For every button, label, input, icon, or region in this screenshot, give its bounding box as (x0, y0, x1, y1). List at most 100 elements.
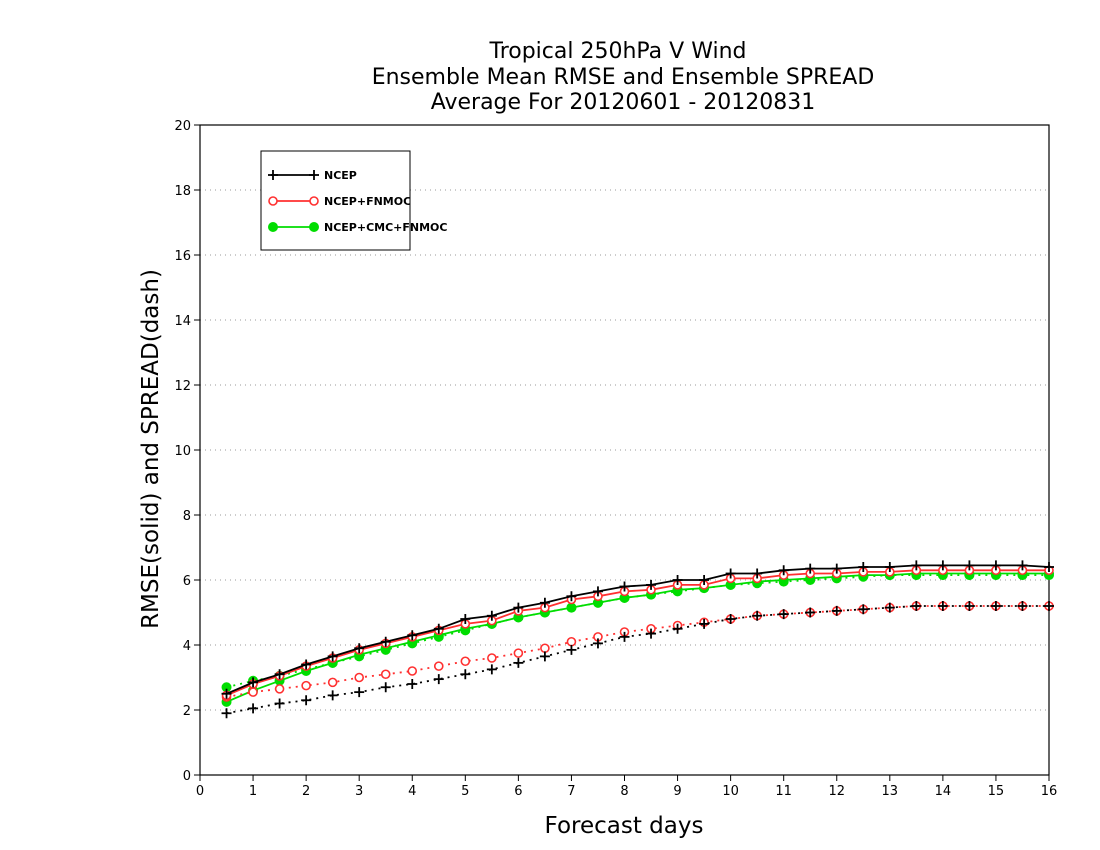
data-point-ncep-spread (805, 607, 816, 618)
x-tick-label: 5 (461, 784, 469, 799)
data-point-ncep-fnmoc-spread (433, 661, 444, 671)
x-axis-label: Forecast days (545, 813, 704, 839)
data-point-ncep-rmse (725, 568, 736, 579)
x-tick-label: 10 (722, 784, 739, 799)
data-point-ncep-rmse (354, 643, 365, 654)
x-tick-label: 16 (1041, 784, 1058, 799)
data-point-ncep-rmse (884, 562, 895, 572)
data-point-ncep-rmse (248, 677, 259, 688)
data-point-ncep-rmse (752, 568, 763, 579)
data-point-ncep-rmse (964, 560, 975, 571)
data-point-ncep-spread (778, 609, 789, 620)
series-ncep-cmc-fnmoc-spread (221, 570, 1054, 693)
data-point-ncep-rmse (990, 560, 1001, 571)
legend-label-ncep-fnmoc: NCEP+FNMOC (324, 195, 411, 208)
data-point-ncep-fnmoc-spread (301, 680, 311, 691)
data-point-ncep-spread (1017, 601, 1028, 611)
series-line-ncep-cmc-fnmoc-spread (226, 574, 1049, 689)
legend: NCEP NCEP+FNMOC NCEP+CMC+FNMOC (260, 150, 447, 251)
data-point-ncep-spread (592, 638, 603, 649)
data-point-ncep-spread (433, 674, 444, 685)
data-point-ncep-cmc-fnmoc-rmse (566, 602, 577, 613)
data-point-ncep-rmse (937, 560, 948, 571)
x-tick-label: 2 (302, 784, 310, 799)
y-tick-label: 0 (183, 769, 191, 784)
data-point-ncep-spread (619, 631, 630, 642)
data-point-ncep-spread (725, 614, 736, 624)
x-tick-label: 15 (988, 784, 1005, 799)
legend-items: NCEP NCEP+FNMOC NCEP+CMC+FNMOC (268, 169, 447, 234)
y-tick-label: 8 (183, 509, 191, 524)
legend-label-ncep-cmc-fnmoc: NCEP+CMC+FNMOC (324, 221, 447, 234)
legend-label-ncep: NCEP (324, 169, 357, 182)
data-point-ncep-spread (858, 604, 869, 615)
series-line-ncep-cmc-fnmoc-rmse (226, 572, 1049, 703)
data-point-ncep-rmse (1017, 560, 1028, 571)
data-point-ncep-rmse (380, 636, 391, 647)
data-point-ncep-spread (274, 698, 285, 709)
data-point-ncep-spread (513, 657, 524, 668)
data-point-ncep-spread (672, 623, 683, 634)
data-point-ncep-fnmoc-spread (407, 666, 418, 676)
data-point-ncep-rmse (805, 563, 816, 574)
data-point-ncep-rmse (911, 560, 922, 571)
legend-marker-ncep-cmc-fnmoc (268, 222, 278, 232)
chart-title-line-3: Average For 20120601 - 20120831 (431, 90, 816, 115)
series-ncep-cmc-fnmoc-rmse (221, 568, 1054, 707)
x-tick-label: 6 (514, 784, 522, 799)
data-point-ncep-rmse (221, 688, 232, 699)
data-point-ncep-spread (646, 628, 657, 639)
data-point-ncep-fnmoc-spread (460, 656, 471, 667)
y-tick-label: 4 (183, 639, 191, 654)
x-tick-label: 7 (567, 784, 575, 799)
x-axis-ticks: 0 1 2 3 4 5 6 7 8 9 10 11 12 13 14 15 16 (196, 775, 1057, 799)
data-point-ncep-spread (327, 690, 338, 701)
data-point-ncep-rmse (778, 565, 789, 576)
data-point-ncep-spread (460, 669, 471, 680)
data-point-ncep-rmse (460, 614, 471, 624)
data-point-ncep-spread (911, 601, 922, 611)
data-point-ncep-rmse (301, 659, 312, 670)
y-tick-label: 12 (174, 379, 191, 394)
series-ncep-rmse (221, 560, 1054, 699)
data-point-ncep-fnmoc-spread (566, 636, 577, 647)
data-point-ncep-spread (354, 687, 365, 698)
data-point-ncep-fnmoc-spread (540, 643, 550, 654)
data-point-ncep-rmse (327, 651, 338, 662)
y-tick-label: 2 (183, 704, 191, 719)
data-point-ncep-spread (884, 602, 895, 613)
y-tick-label: 6 (183, 574, 191, 589)
data-point-ncep-spread (937, 601, 948, 611)
data-point-ncep-spread (221, 708, 232, 719)
data-point-ncep-spread (539, 651, 550, 662)
data-point-ncep-spread (1044, 601, 1054, 611)
x-tick-label: 0 (196, 784, 204, 799)
legend-marker-ncep-cmc-fnmoc (309, 222, 319, 232)
data-point-ncep-rmse (566, 591, 577, 602)
data-point-ncep-rmse (831, 563, 842, 574)
legend-marker-ncep-fnmoc (268, 196, 278, 206)
series-layer (221, 560, 1054, 719)
data-point-ncep-rmse (619, 581, 630, 592)
data-point-ncep-rmse (486, 610, 497, 621)
x-tick-label: 1 (249, 784, 257, 799)
data-point-ncep-rmse (699, 575, 710, 585)
data-point-ncep-spread (831, 605, 842, 616)
data-point-ncep-fnmoc-spread (513, 648, 524, 658)
series-line-ncep-spread (226, 605, 1049, 715)
data-point-ncep-rmse (858, 562, 869, 572)
x-tick-label: 8 (620, 784, 628, 799)
data-point-ncep-rmse (433, 623, 444, 634)
data-point-ncep-fnmoc-spread (487, 653, 497, 663)
y-tick-label: 20 (174, 119, 191, 134)
x-tick-label: 14 (935, 784, 952, 799)
data-point-ncep-rmse (1044, 562, 1054, 572)
y-axis-ticks: 0 2 4 6 8 10 12 14 16 18 20 (174, 119, 200, 784)
data-point-ncep-spread (301, 695, 312, 706)
data-point-ncep-spread (990, 601, 1001, 611)
data-point-ncep-spread (566, 644, 577, 655)
data-point-ncep-fnmoc-spread (354, 672, 364, 683)
data-point-ncep-fnmoc-spread (274, 684, 285, 694)
y-tick-label: 18 (174, 184, 191, 199)
data-point-ncep-rmse (407, 630, 418, 641)
